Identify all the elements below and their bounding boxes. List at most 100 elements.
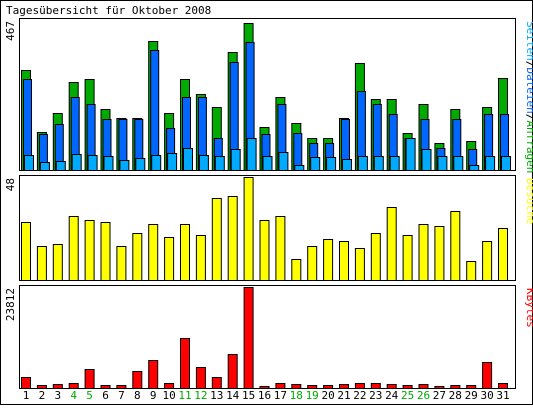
visits-bar-besuche-12 bbox=[195, 235, 206, 281]
requests-legend-item-3: / bbox=[524, 114, 533, 121]
visits-bar-besuche-5 bbox=[84, 220, 95, 281]
visits-bar-besuche-20 bbox=[323, 239, 334, 281]
kbytes-bar-kbytes-27 bbox=[434, 386, 445, 389]
requests-bar-seiten-10 bbox=[167, 153, 178, 171]
visits-bar-besuche-8 bbox=[132, 233, 143, 281]
requests-bar-seiten-4 bbox=[71, 154, 82, 171]
requests-bar-seiten-21 bbox=[342, 159, 352, 171]
visits-bar-besuche-15 bbox=[243, 177, 254, 281]
x-label-day-3: 3 bbox=[54, 389, 61, 402]
kbytes-bar-kbytes-4 bbox=[68, 383, 79, 389]
visits-bar-besuche-22 bbox=[354, 248, 365, 281]
kbytes-bar-kbytes-20 bbox=[323, 385, 334, 389]
requests-legend-item-1: / bbox=[524, 61, 533, 68]
kbytes-bar-kbytes-10 bbox=[164, 383, 175, 389]
kbytes-bar-kbytes-16 bbox=[259, 386, 270, 389]
x-label-day-5: 5 bbox=[86, 389, 93, 402]
x-label-day-4: 4 bbox=[70, 389, 77, 402]
requests-bar-seiten-24 bbox=[389, 156, 400, 171]
x-label-day-26: 26 bbox=[417, 389, 430, 402]
visits-bar-besuche-10 bbox=[164, 237, 175, 281]
kbytes-bar-kbytes-30 bbox=[482, 362, 493, 389]
x-label-day-28: 28 bbox=[449, 389, 462, 402]
requests-bar-seiten-26 bbox=[421, 149, 432, 171]
visits-bar-besuche-24 bbox=[386, 207, 397, 281]
x-label-day-19: 19 bbox=[306, 389, 319, 402]
visits-bar-besuche-30 bbox=[482, 241, 493, 281]
requests-legend: Seiten/Dateien/Anfragen bbox=[524, 21, 533, 173]
kbytes-bar-kbytes-2 bbox=[36, 385, 47, 389]
requests-bar-seiten-3 bbox=[55, 161, 66, 171]
visits-bar-besuche-16 bbox=[259, 220, 270, 281]
kbytes-bar-kbytes-6 bbox=[100, 385, 111, 389]
x-label-day-7: 7 bbox=[118, 389, 125, 402]
visits-bar-besuche-29 bbox=[466, 261, 477, 281]
kbytes-bar-kbytes-7 bbox=[116, 385, 127, 389]
visits-legend-item-0: Besuche bbox=[524, 178, 533, 224]
kbytes-bar-kbytes-23 bbox=[370, 383, 381, 389]
requests-legend-item-0: Seiten bbox=[524, 21, 533, 61]
visits-ymax-label: 48 bbox=[4, 178, 17, 191]
visits-bar-besuche-28 bbox=[450, 211, 461, 281]
visits-bar-besuche-3 bbox=[52, 244, 63, 281]
visits-bar-besuche-13 bbox=[211, 198, 222, 281]
requests-bar-seiten-2 bbox=[39, 162, 50, 171]
kbytes-bar-kbytes-14 bbox=[227, 354, 238, 389]
visits-bar-besuche-17 bbox=[275, 216, 286, 281]
requests-bar-seiten-25 bbox=[405, 138, 416, 171]
requests-bar-seiten-31 bbox=[501, 156, 511, 171]
visits-bar-besuche-23 bbox=[370, 233, 381, 281]
kbytes-bar-kbytes-26 bbox=[418, 384, 429, 389]
x-label-day-12: 12 bbox=[194, 389, 207, 402]
x-label-day-6: 6 bbox=[102, 389, 109, 402]
visits-bar-besuche-26 bbox=[418, 224, 429, 281]
requests-legend-item-2: Dateien bbox=[524, 67, 533, 113]
x-label-day-27: 27 bbox=[433, 389, 446, 402]
requests-bar-seiten-18 bbox=[294, 165, 305, 171]
x-label-day-9: 9 bbox=[150, 389, 157, 402]
x-label-day-23: 23 bbox=[369, 389, 382, 402]
requests-bar-seiten-7 bbox=[119, 160, 130, 171]
x-label-day-10: 10 bbox=[162, 389, 175, 402]
kbytes-bar-kbytes-11 bbox=[180, 338, 190, 389]
kbytes-bar-kbytes-13 bbox=[211, 377, 222, 389]
x-label-day-11: 11 bbox=[178, 389, 191, 402]
requests-bar-seiten-5 bbox=[87, 155, 98, 171]
visits-bar-besuche-19 bbox=[307, 246, 318, 281]
requests-bar-seiten-6 bbox=[103, 156, 114, 171]
requests-bar-seiten-29 bbox=[469, 165, 480, 171]
kbytes-bar-kbytes-17 bbox=[275, 383, 286, 389]
kbytes-ymax-label: 23812 bbox=[4, 288, 17, 321]
kbytes-bar-kbytes-19 bbox=[307, 385, 318, 389]
kbytes-bar-kbytes-3 bbox=[52, 384, 63, 389]
x-label-day-13: 13 bbox=[210, 389, 223, 402]
requests-bar-seiten-11 bbox=[183, 148, 193, 171]
x-label-day-29: 29 bbox=[465, 389, 478, 402]
requests-bar-seiten-20 bbox=[326, 157, 337, 171]
requests-bar-seiten-13 bbox=[214, 156, 225, 171]
requests-bar-dateien-9 bbox=[150, 50, 160, 171]
visits-bar-besuche-14 bbox=[227, 196, 238, 281]
visits-bar-besuche-18 bbox=[291, 259, 302, 281]
requests-bar-seiten-28 bbox=[453, 156, 464, 171]
visits-bar-besuche-2 bbox=[36, 246, 47, 281]
x-label-day-21: 21 bbox=[337, 389, 350, 402]
visits-bar-besuche-6 bbox=[100, 222, 111, 281]
x-label-day-16: 16 bbox=[258, 389, 271, 402]
x-label-day-17: 17 bbox=[274, 389, 287, 402]
visits-bar-besuche-11 bbox=[180, 224, 190, 281]
visits-bar-besuche-9 bbox=[148, 224, 159, 281]
kbytes-bar-kbytes-22 bbox=[354, 383, 365, 389]
x-label-day-20: 20 bbox=[321, 389, 334, 402]
x-label-day-18: 18 bbox=[290, 389, 303, 402]
kbytes-legend: KBytes bbox=[524, 288, 533, 328]
x-label-day-24: 24 bbox=[385, 389, 399, 402]
x-label-day-25: 25 bbox=[401, 389, 414, 402]
requests-ymax-label: 467 bbox=[4, 21, 17, 41]
visits-bar-besuche-21 bbox=[339, 241, 349, 281]
requests-bar-seiten-8 bbox=[135, 158, 146, 171]
requests-bar-seiten-27 bbox=[437, 156, 448, 171]
kbytes-bar-kbytes-29 bbox=[466, 385, 477, 389]
